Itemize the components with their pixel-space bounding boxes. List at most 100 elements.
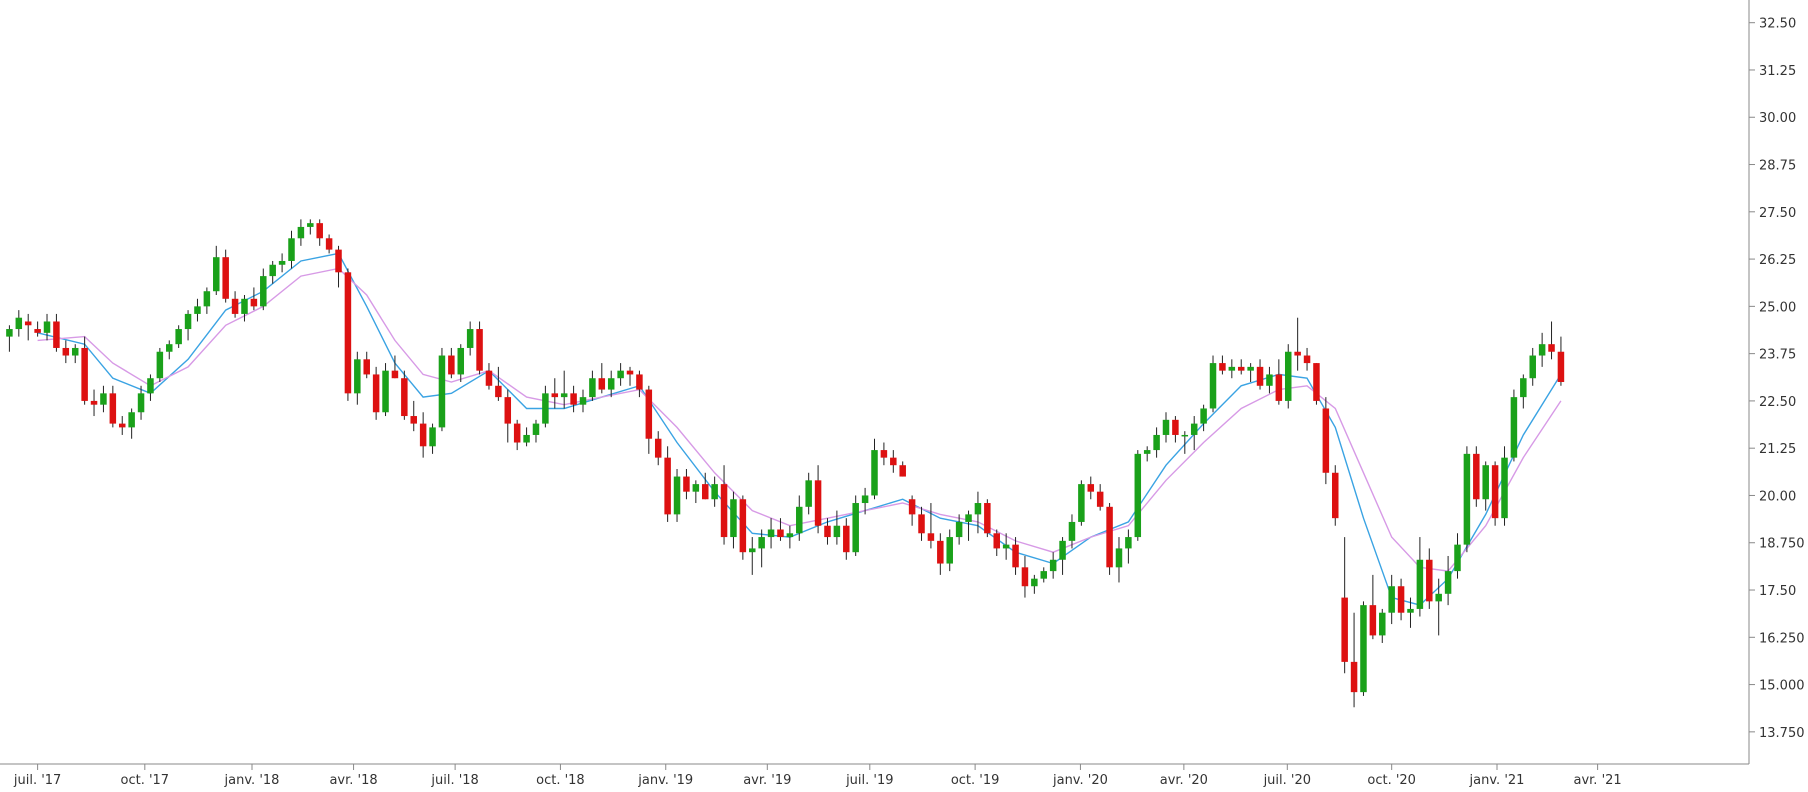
candle-up xyxy=(1482,465,1489,500)
y-tick-label: 26.25 xyxy=(1759,253,1796,268)
x-tick-label: oct. '20 xyxy=(1367,773,1416,788)
candle-down xyxy=(419,423,427,447)
candle-up xyxy=(241,298,248,314)
candle-down xyxy=(654,438,662,458)
candle-down xyxy=(62,347,70,356)
candle-down xyxy=(1473,453,1480,500)
x-tick-label: oct. '17 xyxy=(121,773,170,788)
candle-up xyxy=(673,476,681,515)
candle-up xyxy=(175,329,182,345)
candle-up xyxy=(1200,408,1207,424)
candle-down xyxy=(1219,363,1226,371)
candle-down xyxy=(984,503,991,534)
y-tick-label: 23.75 xyxy=(1759,348,1796,363)
candle-up xyxy=(1040,571,1048,579)
x-tick-label: avr. '20 xyxy=(1160,773,1208,788)
y-tick-label: 20.00 xyxy=(1759,489,1796,504)
candle-down xyxy=(34,329,41,333)
candle-down xyxy=(1172,419,1179,435)
candle-up xyxy=(946,537,953,564)
candle-up xyxy=(213,257,220,292)
candle-down xyxy=(843,525,850,553)
candle-up xyxy=(184,313,192,330)
candle-down xyxy=(1087,484,1095,492)
candle-down xyxy=(636,374,643,390)
candle-up xyxy=(166,344,173,352)
candle-down xyxy=(777,529,784,538)
x-tick-label: oct. '18 xyxy=(536,773,585,788)
candle-up xyxy=(1416,559,1424,609)
x-tick-label: juil. '17 xyxy=(13,773,61,788)
candle-up xyxy=(767,529,775,538)
candle-down xyxy=(918,514,925,534)
candle-up xyxy=(1078,484,1085,522)
candle-down xyxy=(899,465,906,477)
candle-down xyxy=(1491,465,1499,519)
candle-down xyxy=(401,378,408,417)
candle-up xyxy=(589,378,596,398)
x-tick-label: juil. '18 xyxy=(430,773,478,788)
candle-up xyxy=(137,393,145,413)
candle-down xyxy=(598,378,606,390)
candle-up xyxy=(1388,586,1395,613)
candle-up xyxy=(260,276,267,307)
y-tick-label: 15.000 xyxy=(1759,679,1805,694)
candle-down xyxy=(372,374,380,413)
candle-down xyxy=(90,400,98,405)
candle-up xyxy=(1228,366,1236,371)
tick-labels: 32.50 31.25 30.00 28.75 27.50 26.25 25.00 23.75… xyxy=(13,17,1805,788)
x-tick-label: janv. '19 xyxy=(637,773,693,788)
candle-down xyxy=(739,499,747,553)
candle-up xyxy=(805,480,812,507)
candle-up xyxy=(269,264,276,277)
candle-up xyxy=(1143,450,1151,454)
candle-down xyxy=(1322,408,1330,473)
y-tick-label: 17.50 xyxy=(1759,584,1796,599)
candle-up xyxy=(1463,453,1471,545)
candle-up xyxy=(833,525,841,538)
candle-down xyxy=(1426,559,1433,602)
candle-up xyxy=(1209,363,1217,409)
candle-up xyxy=(542,393,549,424)
candle-down xyxy=(231,298,239,314)
y-tick-label: 28.75 xyxy=(1759,159,1796,174)
candle-up xyxy=(1284,351,1292,401)
candle-up xyxy=(861,495,869,504)
candle-down xyxy=(363,359,370,375)
candle-down xyxy=(880,450,888,458)
candle-up xyxy=(147,378,154,394)
y-tick-label: 32.50 xyxy=(1759,17,1796,32)
candle-up xyxy=(1520,378,1527,398)
candle-down xyxy=(391,370,399,379)
candle-up xyxy=(749,548,756,553)
candle-down xyxy=(993,533,1000,549)
candle-down xyxy=(504,397,512,424)
y-tick-label: 25.00 xyxy=(1759,300,1796,315)
candle-up xyxy=(71,347,79,356)
candle-down xyxy=(335,249,342,273)
candle-up xyxy=(1266,374,1273,386)
candle-down xyxy=(1096,491,1104,507)
candle-down xyxy=(485,370,493,386)
candle-down xyxy=(1275,374,1283,401)
x-tick-label: avr. '18 xyxy=(329,773,377,788)
candle-down xyxy=(1106,506,1113,568)
candle-down xyxy=(645,389,653,439)
candle-down xyxy=(664,457,671,515)
candle-down xyxy=(720,484,728,538)
candle-down xyxy=(814,480,822,526)
candle-down xyxy=(890,457,897,466)
axes xyxy=(0,0,1755,770)
candle-down xyxy=(1397,586,1405,613)
candle-up xyxy=(1153,434,1160,451)
candle-down xyxy=(1012,544,1019,568)
candle-up xyxy=(955,521,963,538)
candle-up xyxy=(1049,559,1057,572)
candle-up xyxy=(1031,578,1038,587)
candle-up xyxy=(1435,593,1442,602)
candle-down xyxy=(1341,597,1348,662)
candle-up xyxy=(1068,521,1076,541)
candle-up xyxy=(1002,544,1010,549)
